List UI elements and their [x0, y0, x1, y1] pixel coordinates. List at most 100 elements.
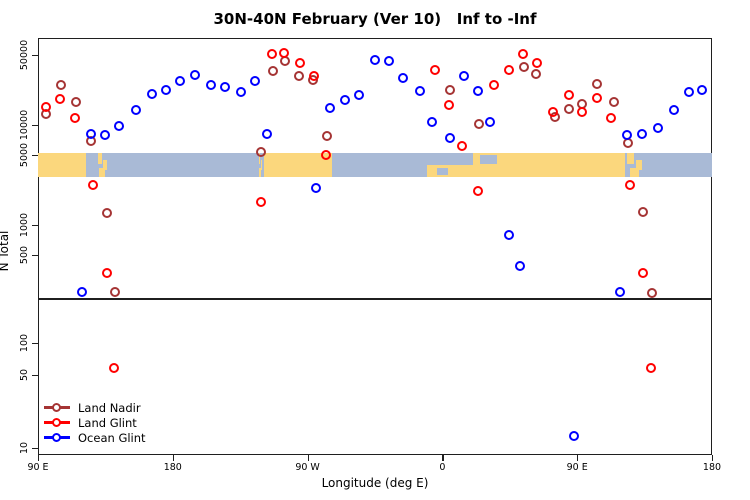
data-point-ocean-glint	[353, 89, 364, 100]
x-tick	[442, 455, 444, 461]
open-circle-icon	[52, 402, 61, 412]
data-point-ocean-glint	[174, 76, 185, 87]
y-tick	[32, 255, 38, 257]
axis-break-line	[38, 298, 712, 300]
data-point-land-nadir	[268, 65, 278, 76]
data-point-ocean-glint	[235, 86, 246, 97]
data-point-land-glint	[637, 268, 648, 279]
map-band-patch	[629, 167, 639, 177]
data-point-ocean-glint	[262, 128, 272, 139]
data-point-ocean-glint	[615, 286, 626, 297]
y-tick-label: 100	[18, 333, 30, 353]
data-point-land-nadir	[256, 147, 267, 157]
data-point-land-nadir	[637, 206, 648, 217]
map-band-segment-mix	[625, 153, 653, 177]
data-point-ocean-glint	[504, 230, 515, 241]
legend-label: Land Nadir	[78, 400, 141, 415]
data-point-ocean-glint	[205, 80, 216, 91]
data-point-ocean-glint	[652, 123, 663, 133]
map-band-patch	[627, 153, 635, 164]
map-band-segment-ocean	[652, 153, 712, 177]
data-point-ocean-glint	[161, 84, 172, 95]
data-point-ocean-glint	[398, 73, 408, 84]
data-point-ocean-glint	[484, 117, 495, 128]
x-tick-label: 90 E	[27, 462, 49, 473]
data-point-ocean-glint	[696, 84, 707, 95]
x-tick	[712, 455, 714, 461]
data-point-land-glint	[294, 57, 305, 68]
data-point-ocean-glint	[114, 121, 125, 131]
y-tick	[32, 448, 38, 450]
data-point-land-nadir	[531, 68, 541, 79]
data-point-land-nadir	[109, 286, 120, 297]
y-tick	[32, 125, 38, 127]
data-point-land-glint	[576, 106, 587, 117]
x-tick-label: 180	[163, 462, 182, 473]
data-point-land-nadir	[609, 96, 620, 107]
data-point-ocean-glint	[473, 85, 484, 96]
data-point-land-glint	[606, 112, 617, 123]
data-point-land-nadir	[294, 71, 305, 81]
data-point-ocean-glint	[458, 71, 469, 81]
data-point-ocean-glint	[189, 70, 200, 81]
data-point-land-nadir	[445, 84, 456, 95]
map-band-segment-ocean	[331, 153, 428, 177]
legend-item: Land Glint	[44, 415, 146, 430]
y-tick	[32, 343, 38, 345]
legend-item: Land Nadir	[44, 400, 146, 415]
y-tick-label: 10000	[18, 109, 30, 141]
data-point-land-glint	[430, 64, 441, 75]
data-point-land-glint	[504, 64, 515, 75]
y-tick	[32, 374, 38, 376]
data-point-land-glint	[443, 99, 454, 110]
legend-item: Ocean Glint	[44, 430, 146, 445]
y-tick	[32, 225, 38, 227]
y-tick-label: 5000	[18, 143, 30, 168]
data-point-ocean-glint	[77, 286, 88, 297]
data-point-land-nadir	[563, 103, 574, 114]
open-circle-icon	[52, 432, 61, 442]
data-point-ocean-glint	[514, 261, 525, 271]
x-tick	[172, 455, 175, 461]
data-point-land-nadir	[71, 96, 82, 107]
map-band-segment-land	[38, 153, 86, 177]
map-band-patch	[636, 159, 643, 170]
chart-title: 30N-40N February (Ver 10) Inf to -Inf	[213, 10, 537, 28]
map-band-segment-land	[506, 153, 626, 177]
data-point-ocean-glint	[370, 54, 380, 65]
map-band-segment-mix	[96, 153, 113, 177]
data-point-ocean-glint	[146, 89, 157, 100]
data-point-ocean-glint	[99, 130, 110, 141]
x-axis-title: Longitude (deg E)	[321, 476, 429, 490]
x-tick-label: 90 E	[566, 462, 588, 473]
map-band-segment-land	[264, 153, 332, 177]
map-band-segment-ocean	[85, 153, 97, 177]
data-point-ocean-glint	[683, 86, 694, 97]
x-tick-label: 180	[702, 462, 722, 473]
legend-label: Land Glint	[78, 415, 137, 430]
map-band-segment-ocean	[112, 153, 259, 177]
map-band-patch	[427, 153, 474, 165]
map-band-segment-med	[427, 153, 507, 177]
open-circle-icon	[52, 417, 61, 427]
map-band-patch	[99, 167, 105, 177]
y-tick	[32, 155, 38, 157]
y-tick-label: 500	[18, 246, 30, 265]
map-band-patch	[479, 154, 498, 165]
plot-area-border	[38, 38, 712, 455]
data-point-ocean-glint	[340, 94, 351, 105]
map-band-patch	[260, 159, 262, 170]
data-point-land-glint	[517, 48, 528, 59]
data-point-land-glint	[646, 362, 657, 373]
data-point-land-glint	[563, 89, 574, 100]
data-point-land-nadir	[102, 207, 113, 218]
y-tick-label: 10	[18, 441, 30, 455]
map-band-patch	[97, 153, 102, 164]
map-band-patch	[259, 167, 262, 177]
x-tick	[38, 455, 40, 461]
y-axis-title: N Total	[0, 230, 11, 272]
data-point-land-glint	[256, 196, 267, 207]
data-point-land-nadir	[591, 79, 602, 89]
map-band-patch	[103, 159, 107, 170]
data-point-land-glint	[457, 140, 468, 151]
